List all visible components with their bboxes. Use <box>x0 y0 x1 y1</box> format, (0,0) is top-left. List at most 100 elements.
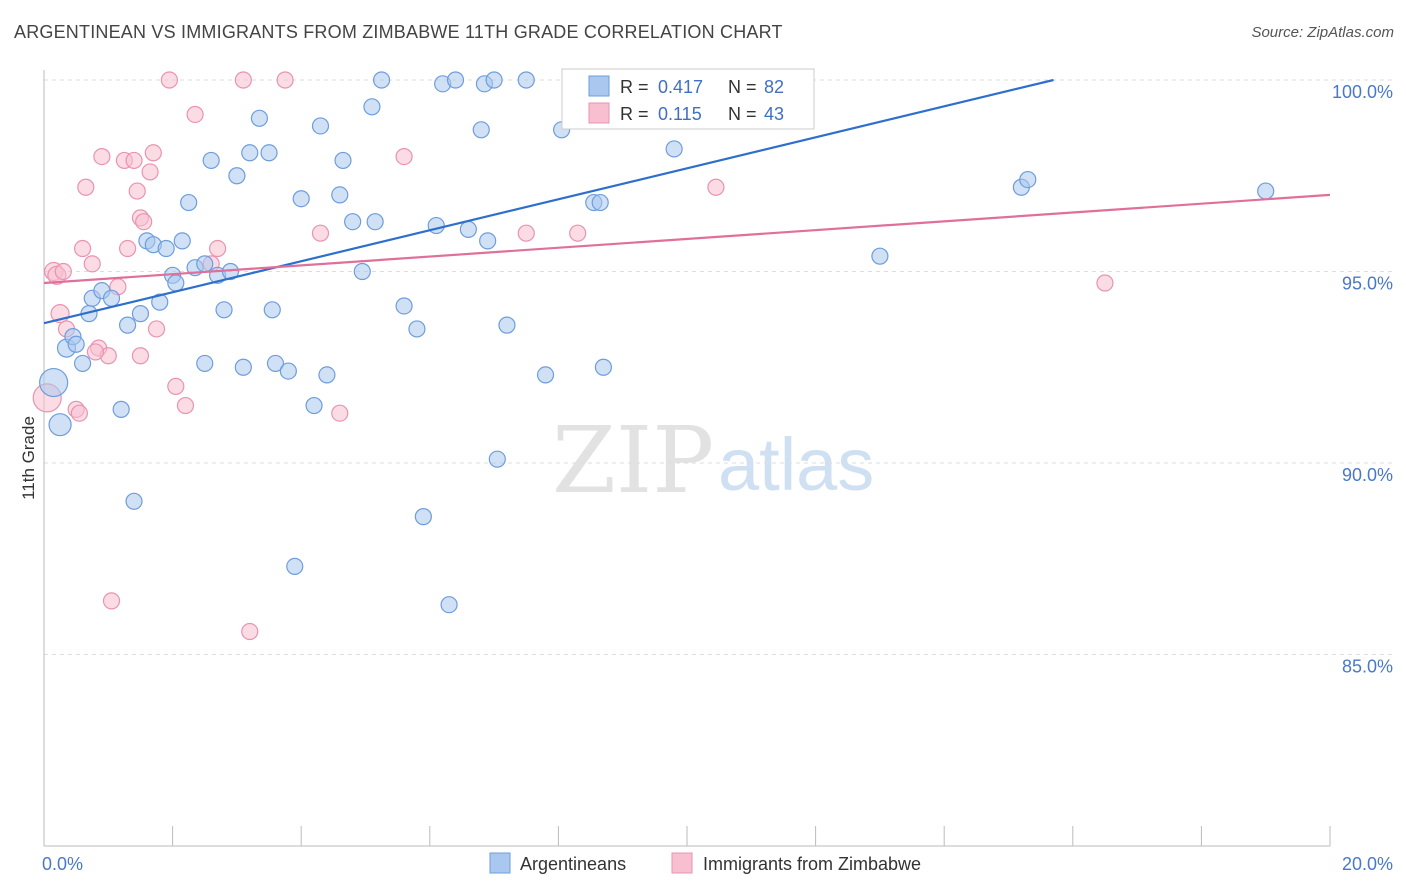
argentineans-point <box>871 247 889 265</box>
argentineans-point <box>266 354 285 373</box>
legend-n-value: 43 <box>764 104 784 124</box>
x-tick-label: 0.0% <box>42 854 83 874</box>
x-ticks <box>43 826 1331 846</box>
argentineans-point <box>446 71 465 89</box>
x-tick-label: 20.0% <box>1342 854 1393 874</box>
argentineans-point <box>263 301 281 319</box>
zimbabwe-point <box>141 163 159 181</box>
zimbabwe-point <box>118 239 137 258</box>
y-tick-label: 85.0% <box>1342 657 1393 677</box>
argentineans-point <box>125 492 143 510</box>
legend-swatch-blue <box>588 75 610 97</box>
bottom-legend-zimbabwe: Immigrants from Zimbabwe <box>703 854 921 874</box>
argentineans-point <box>260 144 278 162</box>
zimbabwe-point <box>331 404 349 422</box>
argentineans-point <box>305 396 323 415</box>
watermark-zip: ZIP <box>552 407 714 514</box>
argentineans-point <box>344 213 362 231</box>
trend-lines <box>43 78 1331 325</box>
zimbabwe-point <box>186 105 204 124</box>
argentineans-point <box>363 98 381 116</box>
y-tick-label: 90.0% <box>1342 465 1393 485</box>
legend-r-value: 0.417 <box>658 77 703 97</box>
zimbabwe-point <box>70 404 88 422</box>
zimbabwe-point <box>93 148 111 166</box>
watermark-atlas: atlas <box>718 423 874 506</box>
zimbabwe-point <box>167 377 185 395</box>
zimbabwe-point <box>234 71 252 89</box>
argentineans-point <box>498 316 516 334</box>
argentineans-point <box>118 316 137 334</box>
x-tick-labels: 0.0% 20.0% <box>42 854 1393 874</box>
zimbabwe-point <box>131 347 150 365</box>
argentineans-point <box>536 366 555 384</box>
zimbabwe-point <box>144 144 162 162</box>
bottom-legend: Argentineans Immigrants from Zimbabwe <box>489 852 921 874</box>
argentineans-point <box>318 366 336 384</box>
argentineans-point <box>102 289 121 307</box>
legend-r-label: R = <box>620 104 649 124</box>
zimbabwe-point <box>395 148 413 166</box>
chart-title: ARGENTINEAN VS IMMIGRANTS FROM ZIMBABWE … <box>14 22 783 42</box>
argentineans-point <box>414 508 432 526</box>
argentineans-point <box>591 193 609 212</box>
argentineans-point <box>202 151 220 170</box>
bottom-legend-swatch-blue <box>489 852 511 874</box>
zimbabwe-point <box>1096 274 1114 292</box>
argentineans-point <box>472 121 490 139</box>
zimbabwe-point <box>73 239 92 258</box>
argentineans-point <box>157 239 175 258</box>
y-tick-label: 95.0% <box>1342 274 1393 294</box>
legend-swatch-pink <box>588 102 610 124</box>
argentineans-point <box>196 255 214 273</box>
data-points <box>32 71 1275 641</box>
argentineans-point <box>334 151 352 170</box>
argentineans-point <box>167 274 185 292</box>
zimbabwe-point <box>569 224 587 242</box>
argentineans-point <box>67 335 85 353</box>
argentineans-point <box>372 71 391 89</box>
argentineans-point <box>250 109 269 127</box>
argentineans-trend-line <box>43 78 1054 325</box>
zimbabwe-point <box>311 224 330 242</box>
y-axis-label: 11th Grade <box>19 416 38 500</box>
zimbabwe-point <box>135 213 153 231</box>
zimbabwe-point <box>77 178 95 196</box>
argentineans-point <box>353 262 371 281</box>
argentineans-point <box>408 320 426 338</box>
argentineans-point <box>395 297 413 315</box>
zimbabwe-point <box>160 71 178 89</box>
bottom-legend-swatch-pink <box>671 852 693 874</box>
zimbabwe-trend-line <box>43 193 1331 285</box>
argentineans-point <box>665 140 683 158</box>
zimbabwe-point <box>83 255 101 273</box>
argentineans-point <box>241 144 259 162</box>
source-label: Source: ZipAtlas.com <box>1251 24 1394 41</box>
argentineans-point <box>594 358 613 376</box>
legend-n-value: 82 <box>764 77 784 97</box>
zimbabwe-point <box>209 239 227 258</box>
zimbabwe-point <box>128 182 146 200</box>
argentineans-point <box>48 413 72 437</box>
zimbabwe-point <box>241 622 259 641</box>
argentineans-point <box>440 596 458 614</box>
argentineans-point <box>173 232 191 250</box>
argentineans-point <box>215 301 233 319</box>
argentineans-point <box>196 354 214 373</box>
legend-r-value: 0.115 <box>658 104 702 124</box>
zimbabwe-point <box>176 396 195 415</box>
y-tick-labels: 100.0% 95.0% 90.0% 85.0% <box>1332 82 1393 677</box>
argentineans-point <box>479 232 497 250</box>
argentineans-point <box>366 213 384 231</box>
argentineans-point <box>151 293 169 311</box>
zimbabwe-point <box>147 320 166 338</box>
zimbabwe-point <box>517 224 535 242</box>
legend-r-label: R = <box>620 77 649 97</box>
argentineans-point <box>311 117 330 135</box>
y-tick-label: 100.0% <box>1332 82 1393 102</box>
bottom-legend-argentineans: Argentineans <box>520 854 626 874</box>
argentineans-point <box>517 71 535 89</box>
argentineans-point <box>485 71 503 89</box>
argentineans-point <box>459 220 477 238</box>
